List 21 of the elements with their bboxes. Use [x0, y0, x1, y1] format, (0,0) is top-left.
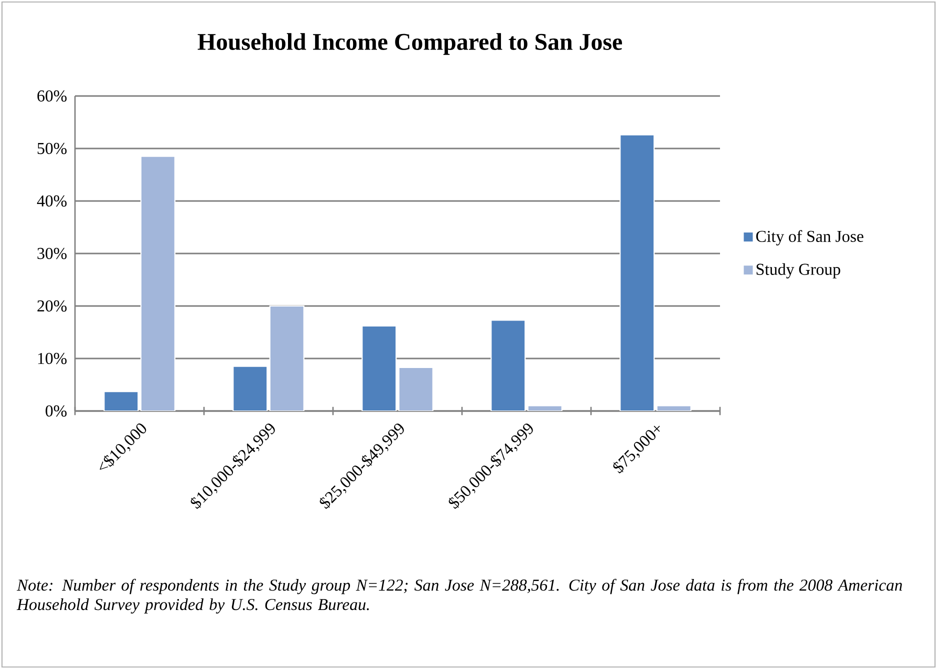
legend-label: City of San Jose [756, 230, 864, 246]
y-tick-label: 20% [37, 300, 67, 312]
bar [490, 320, 526, 411]
bar [104, 391, 139, 411]
y-tick-label: 30% [38, 248, 67, 260]
y-tick-label: 0% [46, 405, 67, 417]
bar [656, 405, 692, 411]
chart-title: Household Income Compared to San Jose [198, 33, 622, 55]
bar [362, 325, 397, 411]
y-tick-label: 40% [37, 195, 67, 207]
y-tick-label: 50% [38, 142, 67, 154]
text: Note: Number of respondents in the Study group N=122; San Jose N=288,561. City of San Jose data is from the 2008 American Household Survey provided by U.S. Census Bureau. [16, 578, 902, 614]
legend-label: Study Group [756, 263, 840, 278]
bar [232, 366, 268, 411]
bar [620, 134, 655, 411]
bar [269, 305, 304, 411]
y-tick-label: 10% [38, 352, 67, 364]
bar [140, 156, 176, 411]
bar [527, 405, 562, 411]
bar [398, 366, 434, 411]
y-tick-label: 60% [37, 90, 67, 102]
